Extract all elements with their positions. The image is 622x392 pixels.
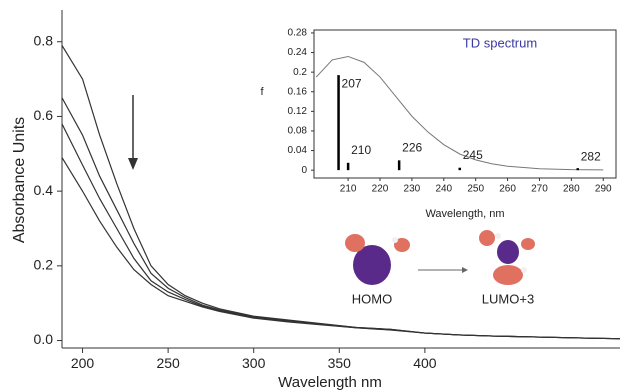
x-tick-label: 250 (156, 355, 180, 371)
stick-label: 245 (463, 148, 483, 162)
y-tick-label: 0.2 (34, 257, 54, 273)
y-tick-label: 0.6 (34, 107, 54, 123)
stick-label: 207 (342, 76, 362, 90)
lumo-orbital (479, 230, 535, 285)
x-axis-label: Wavelength nm (278, 374, 382, 391)
x-axis-label: Wavelength, nm (425, 208, 504, 220)
arrow-head (128, 158, 138, 170)
y-tick-label: 0.12 (288, 106, 308, 117)
y-tick-label: 0.8 (34, 32, 54, 48)
y-tick-label: 0 (301, 165, 307, 176)
y-tick-label: 0.0 (34, 331, 54, 347)
x-tick-label: 290 (595, 184, 612, 195)
x-tick-label: 210 (340, 184, 357, 195)
inset-background (313, 29, 617, 179)
x-tick-label: 240 (435, 184, 452, 195)
y-tick-label: 0.24 (288, 47, 308, 58)
x-tick-label: 230 (404, 184, 421, 195)
broadened-curve (315, 55, 604, 171)
stick-label: 210 (351, 143, 371, 157)
x-tick-label: 280 (563, 184, 580, 195)
stick-label: 226 (402, 141, 422, 155)
y-tick-label: 0.16 (288, 86, 308, 97)
y-tick-label: 0.2 (293, 67, 307, 78)
x-tick-label: 200 (71, 355, 95, 371)
x-tick-label: 260 (499, 184, 516, 195)
stick-label: 282 (581, 149, 601, 163)
x-tick-label: 350 (328, 355, 352, 371)
x-tick-label: 400 (413, 355, 437, 371)
y-tick-label: 0.08 (288, 126, 308, 137)
x-tick-label: 300 (242, 355, 266, 371)
curve (61, 157, 621, 340)
annotation: TD spectrum (463, 35, 537, 50)
homo-orbital (345, 234, 410, 285)
y-tick-label: 0.4 (34, 182, 54, 198)
transition-arrow-head (462, 267, 468, 273)
y-axis-label: f (260, 86, 264, 98)
x-tick-label: 250 (467, 184, 484, 195)
x-tick-label: 270 (531, 184, 548, 195)
annotation: LUMO+3 (482, 291, 534, 306)
annotation: HOMO (352, 291, 392, 306)
x-tick-label: 220 (372, 184, 389, 195)
y-axis-label: Absorbance Units (11, 117, 28, 243)
y-tick-label: 0.04 (288, 145, 308, 156)
y-tick-label: 0.28 (288, 28, 308, 39)
